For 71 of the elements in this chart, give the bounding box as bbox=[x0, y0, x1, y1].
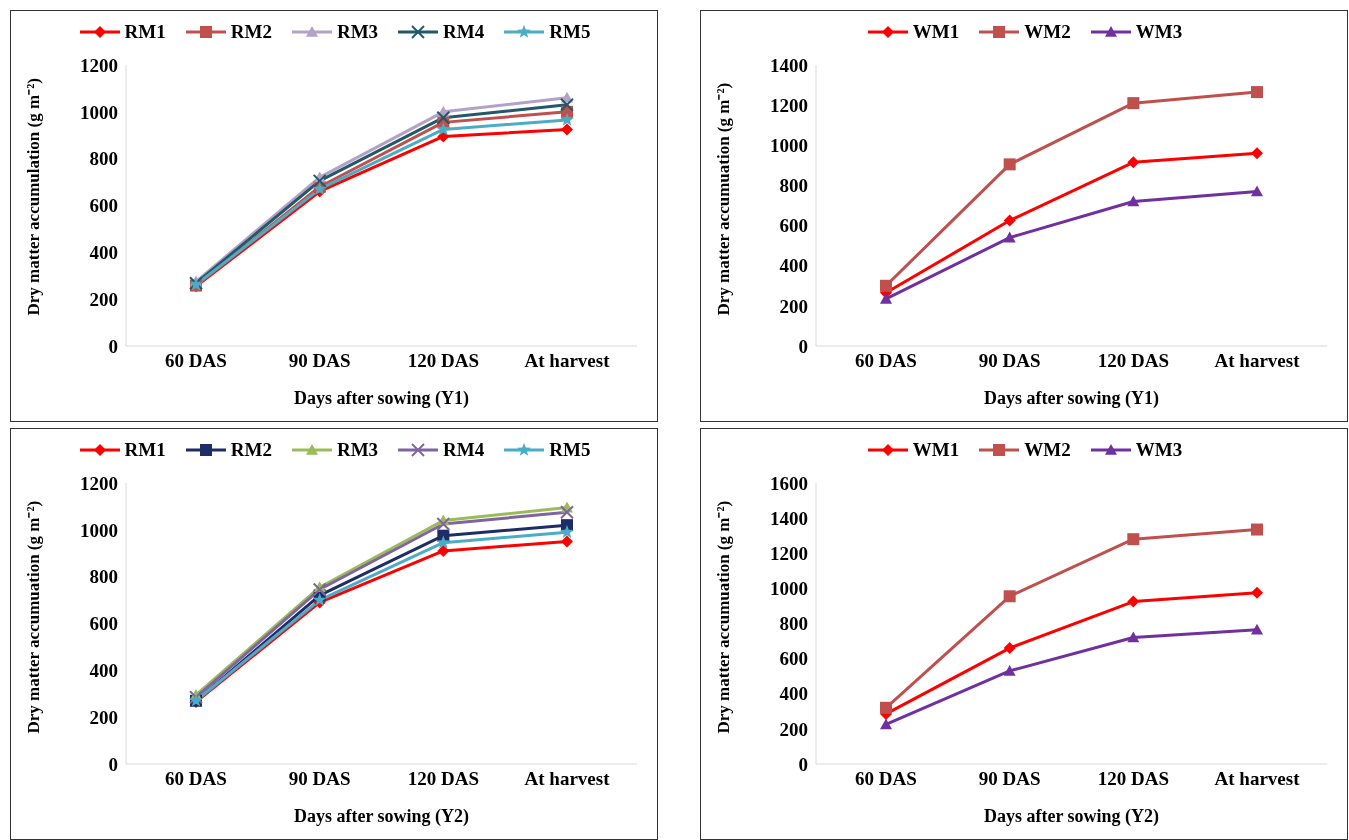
x-tick-label: 120 DAS bbox=[407, 768, 479, 790]
y-tick-label: 200 bbox=[89, 706, 118, 728]
y-tick-label: 1200 bbox=[80, 54, 118, 76]
y-tick-label: 1000 bbox=[770, 578, 808, 600]
x-tick-label: 90 DAS bbox=[288, 768, 351, 790]
x-tick-label: 90 DAS bbox=[288, 350, 351, 372]
y-tick-label: 800 bbox=[89, 566, 118, 588]
y-tick-label: 600 bbox=[89, 613, 118, 635]
legend-label: RM2 bbox=[230, 439, 272, 461]
y-tick-label: 600 bbox=[89, 195, 118, 217]
y-tick-label: 800 bbox=[779, 613, 808, 635]
y-tick-label: 400 bbox=[89, 660, 118, 682]
x-tick-label: At harvest bbox=[524, 768, 611, 790]
x-tick-label: 120 DAS bbox=[1097, 350, 1169, 372]
legend-label: WM3 bbox=[1135, 439, 1183, 461]
y-tick-label: 1600 bbox=[770, 472, 808, 494]
y-tick-label: 800 bbox=[779, 175, 808, 197]
legend-label: WM2 bbox=[1024, 439, 1071, 461]
x-axis-title: Days after sowing (Y1) bbox=[293, 388, 470, 409]
x-tick-label: At harvest bbox=[1214, 768, 1301, 790]
y-tick-label: 0 bbox=[108, 335, 118, 357]
y-tick-label: 800 bbox=[89, 148, 118, 170]
legend-label: RM5 bbox=[549, 439, 591, 461]
y-tick-label: 200 bbox=[779, 718, 808, 740]
y-tick-label: 600 bbox=[779, 215, 808, 237]
y-tick-label: 400 bbox=[779, 255, 808, 277]
y-tick-label: 1200 bbox=[80, 472, 118, 494]
legend-label: WM3 bbox=[1135, 21, 1183, 43]
x-tick-label: At harvest bbox=[524, 350, 611, 372]
x-axis-title: Days after sowing (Y2) bbox=[983, 806, 1160, 827]
x-tick-label: 120 DAS bbox=[407, 350, 479, 372]
y-tick-label: 1200 bbox=[770, 94, 808, 116]
x-tick-label: At harvest bbox=[1214, 350, 1301, 372]
x-tick-label: 60 DAS bbox=[855, 768, 917, 790]
y-axis-title: Dry matter accumulation (g m⁻²) bbox=[24, 78, 44, 316]
y-tick-label: 1400 bbox=[770, 507, 808, 529]
y-tick-label: 200 bbox=[779, 295, 808, 317]
y-axis-title: Dry matter accumuation (g m⁻²) bbox=[714, 82, 734, 316]
legend-label: RM5 bbox=[549, 21, 591, 43]
legend-label: RM4 bbox=[443, 439, 485, 461]
y-tick-label: 1000 bbox=[80, 101, 118, 123]
legend-label: RM2 bbox=[230, 21, 272, 43]
x-tick-label: 60 DAS bbox=[165, 350, 227, 372]
legend-label: RM1 bbox=[124, 439, 166, 461]
x-tick-label: 90 DAS bbox=[978, 350, 1041, 372]
legend-label: WM1 bbox=[912, 21, 960, 43]
x-axis-title: Days after sowing (Y1) bbox=[983, 388, 1160, 409]
y-tick-label: 1400 bbox=[770, 54, 808, 76]
y-axis-title: Dry matter accumuation (g m⁻²) bbox=[714, 500, 734, 734]
x-tick-label: 120 DAS bbox=[1097, 768, 1169, 790]
y-axis-title: Dry matter accumuation (g m⁻²) bbox=[24, 500, 44, 734]
x-tick-label: 60 DAS bbox=[855, 350, 917, 372]
x-axis-title: Days after sowing (Y2) bbox=[293, 806, 470, 827]
y-tick-label: 1000 bbox=[80, 519, 118, 541]
legend-label: WM1 bbox=[912, 439, 960, 461]
y-tick-label: 1200 bbox=[770, 542, 808, 564]
y-tick-label: 1000 bbox=[770, 135, 808, 157]
y-tick-label: 400 bbox=[89, 242, 118, 264]
y-tick-label: 400 bbox=[779, 683, 808, 705]
x-tick-label: 60 DAS bbox=[165, 768, 227, 790]
y-tick-label: 200 bbox=[89, 288, 118, 310]
y-tick-label: 0 bbox=[108, 753, 118, 775]
y-tick-label: 0 bbox=[798, 335, 808, 357]
legend-label: RM3 bbox=[336, 21, 379, 43]
legend-label: RM1 bbox=[124, 21, 166, 43]
y-tick-label: 600 bbox=[779, 648, 808, 670]
y-tick-label: 0 bbox=[798, 753, 808, 775]
legend-label: RM4 bbox=[443, 21, 485, 43]
legend-label: WM2 bbox=[1024, 21, 1071, 43]
legend-label: RM3 bbox=[336, 439, 379, 461]
x-tick-label: 90 DAS bbox=[978, 768, 1041, 790]
